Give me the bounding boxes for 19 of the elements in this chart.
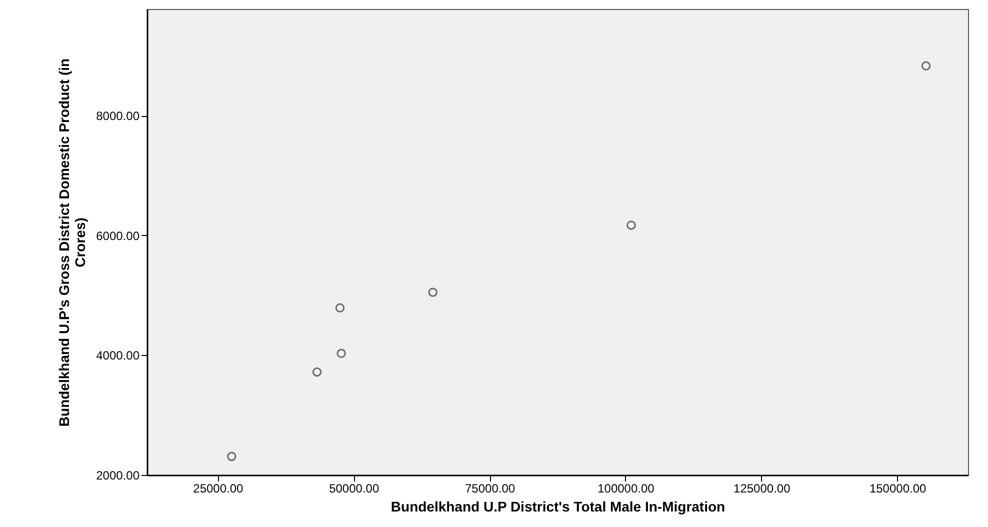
point (921, 61, 931, 71)
point (626, 220, 636, 230)
x-tick-label: 150000.00 (869, 482, 926, 496)
y-tick-label: 6000.00 (96, 228, 140, 243)
x-tick-label: 125000.00 (734, 482, 791, 496)
point (335, 303, 345, 312)
point (312, 367, 322, 377)
y-axis-title: Bundelkhand U.P's Gross District Domestic Product (in Crores) (56, 58, 88, 427)
y-tick-label: 8000.00 (96, 109, 140, 124)
y-tick-label: 2000.00 (96, 468, 140, 482)
y-tick-label: 4000.00 (96, 348, 140, 363)
point (336, 348, 346, 358)
x-tick-label: 100000.00 (598, 482, 655, 496)
x-tick-label: 75000.00 (465, 482, 516, 496)
x-tick-label: 50000.00 (329, 482, 380, 496)
x-tick-label: 25000.00 (193, 482, 244, 496)
x-axis-title: Bundelkhand U.P District's Total Male In-Migration (390, 498, 726, 514)
point (428, 288, 438, 297)
point (227, 452, 236, 462)
